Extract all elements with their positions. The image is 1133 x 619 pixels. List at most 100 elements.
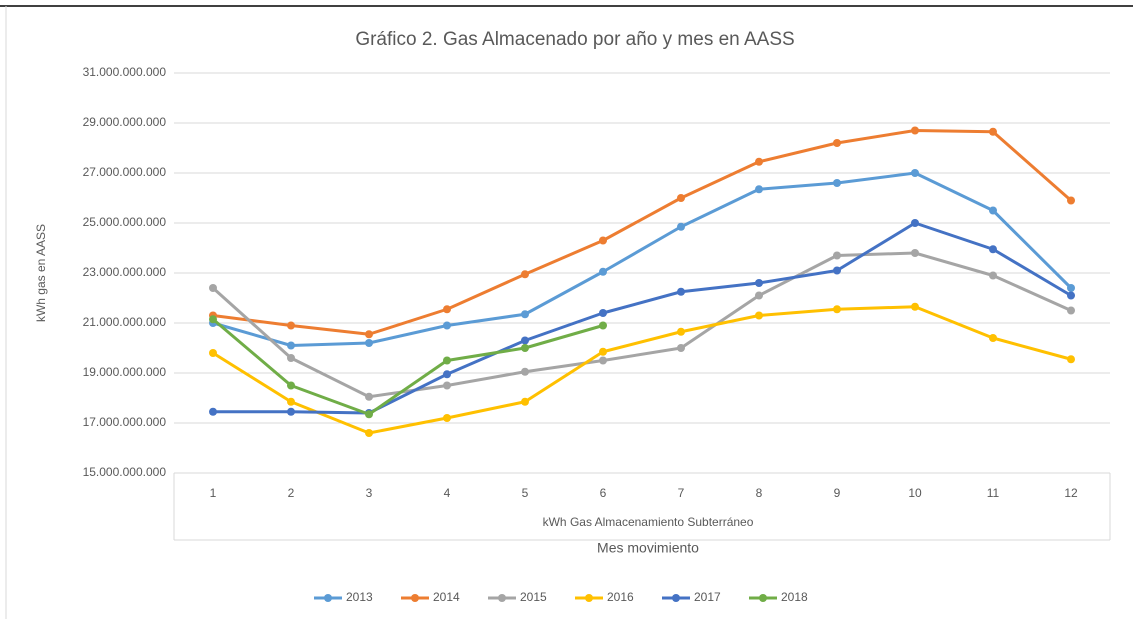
legend-marker (498, 594, 506, 602)
legend-marker (672, 594, 680, 602)
data-point (443, 305, 451, 314)
data-point (599, 347, 607, 356)
data-point (1067, 196, 1075, 205)
x-tick-label: 6 (600, 486, 607, 500)
legend-marker (585, 594, 593, 602)
data-point (755, 157, 763, 166)
x-tick-label: 8 (756, 486, 763, 500)
data-point (209, 284, 217, 292)
legend-label: 2017 (694, 590, 721, 604)
x-tick-label: 4 (444, 486, 451, 500)
series-line (212, 129, 1072, 336)
data-point (287, 354, 295, 362)
data-point (521, 397, 529, 406)
data-point (1067, 291, 1075, 300)
y-tick-label: 21.000.000.000 (83, 315, 167, 329)
data-point (755, 311, 763, 320)
series-line (211, 251, 1072, 399)
data-point (989, 334, 997, 342)
y-tick-label: 25.000.000.000 (83, 215, 167, 229)
y-tick-label: 17.000.000.000 (83, 415, 167, 429)
data-point (365, 410, 373, 419)
series-line (212, 318, 604, 416)
data-point (521, 336, 529, 345)
data-point (521, 367, 529, 376)
data-point (287, 407, 295, 416)
data-point (521, 310, 529, 319)
data-point (365, 392, 373, 401)
data-point (833, 305, 841, 314)
data-point (989, 271, 997, 280)
data-point (989, 127, 997, 136)
data-point (677, 222, 685, 231)
data-point (521, 344, 529, 352)
data-point (599, 321, 607, 330)
y-tick-label: 23.000.000.000 (83, 265, 167, 279)
x-tick-label: 7 (678, 486, 685, 500)
data-point (443, 321, 451, 330)
data-point (989, 245, 997, 254)
x-tick-label: 10 (908, 486, 922, 500)
y-tick-label: 19.000.000.000 (83, 365, 167, 379)
series-line (213, 221, 1072, 415)
data-point (443, 414, 451, 422)
data-point (755, 291, 763, 300)
legend-marker (411, 594, 419, 602)
data-point (911, 169, 919, 177)
y-axis-label: kWh gas en AASS (34, 224, 48, 322)
x-tick-label: 5 (522, 486, 529, 500)
legend-marker (324, 594, 332, 602)
y-tick-label: 29.000.000.000 (83, 115, 167, 129)
x-tick-label: 12 (1064, 486, 1078, 500)
data-point (209, 407, 217, 416)
data-point (833, 266, 841, 275)
legend-label: 2015 (520, 590, 547, 604)
data-point (755, 185, 763, 194)
data-point (443, 356, 451, 365)
data-point (1067, 306, 1075, 315)
legend-label: 2018 (781, 590, 808, 604)
data-point (287, 381, 295, 390)
data-point (599, 309, 607, 317)
data-point (287, 397, 295, 406)
x-tick-label: 9 (834, 486, 841, 500)
data-point (677, 287, 685, 296)
series-line (212, 305, 1072, 435)
x-tick-label: 2 (288, 486, 295, 500)
x-tick-label: 11 (987, 486, 1000, 500)
data-point (911, 126, 919, 135)
data-point (911, 249, 919, 257)
data-point (521, 270, 529, 279)
data-point (677, 327, 685, 336)
data-point (287, 341, 295, 350)
data-point (833, 251, 841, 260)
data-point (287, 321, 295, 330)
data-point (911, 219, 919, 227)
legend-label: 2013 (346, 590, 373, 604)
chart-title: Gráfico 2. Gas Almacenado por año y mes … (355, 29, 794, 50)
legend-label: 2016 (607, 590, 634, 604)
data-point (365, 330, 373, 339)
data-point (599, 236, 607, 245)
y-tick-label: 15.000.000.000 (83, 465, 167, 479)
data-point (599, 356, 607, 365)
legend-label: 2014 (433, 590, 460, 604)
data-point (833, 139, 841, 147)
data-point (365, 339, 373, 347)
data-point (989, 206, 997, 215)
x-tick-label: 3 (366, 486, 373, 500)
x-tick-label: 1 (210, 486, 217, 500)
data-point (209, 349, 217, 357)
data-point (677, 344, 685, 352)
x-axis-label: Mes movimiento (597, 540, 699, 556)
data-point (365, 429, 373, 437)
legend-marker (759, 594, 767, 602)
data-point (1067, 355, 1075, 364)
data-point (833, 179, 841, 187)
data-point (443, 370, 451, 379)
y-tick-label: 31.000.000.000 (83, 65, 167, 79)
y-tick-label: 27.000.000.000 (83, 165, 167, 179)
data-point (677, 194, 685, 202)
